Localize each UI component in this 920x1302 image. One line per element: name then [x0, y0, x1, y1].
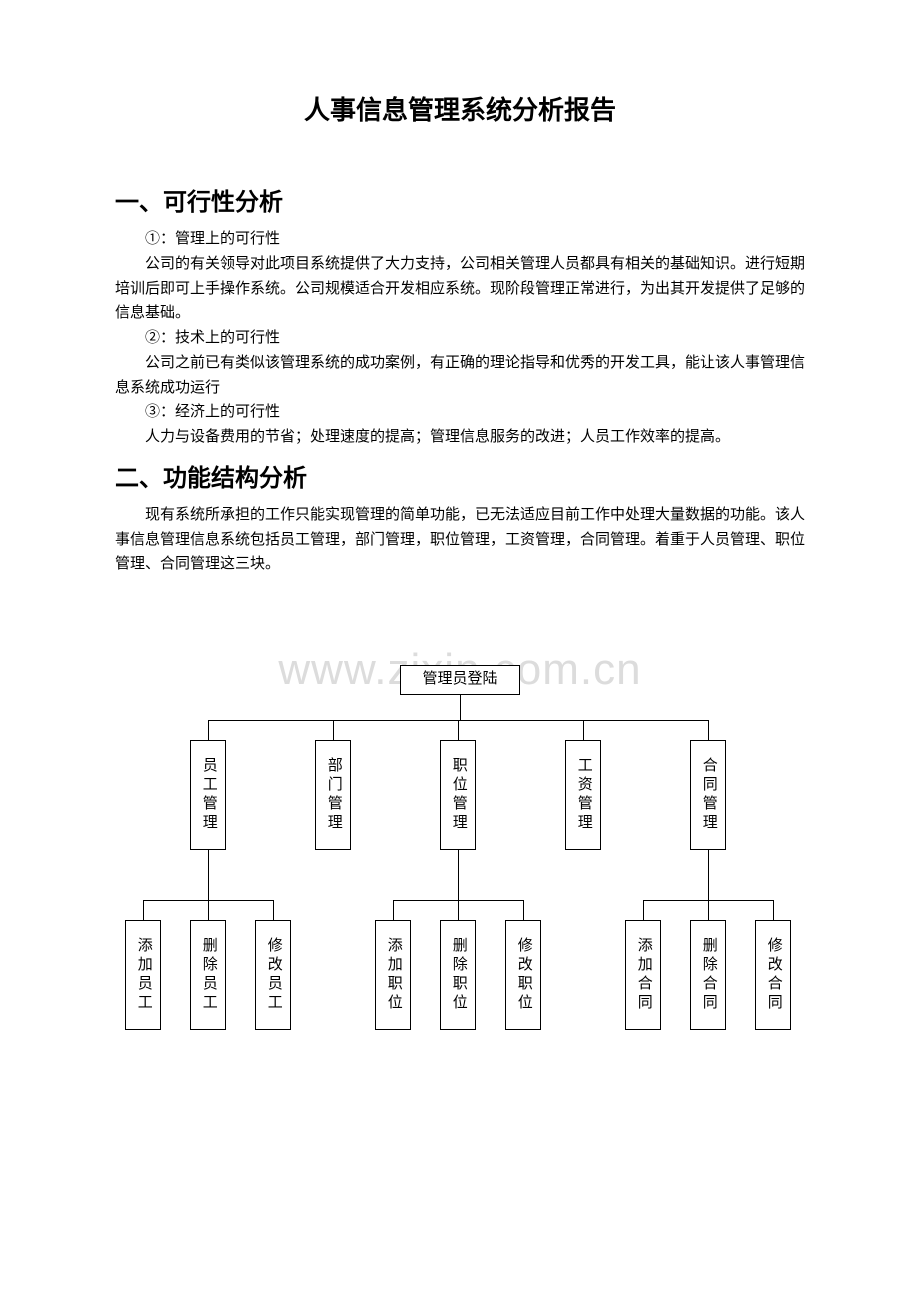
- s1-item1-title: ①：管理上的可行性: [115, 227, 805, 252]
- tree-l2-2-1: 删除职位: [440, 920, 476, 1030]
- connector: [523, 900, 524, 920]
- connector: [208, 900, 209, 920]
- tree-l1-0: 员工管理: [190, 740, 226, 850]
- org-tree-chart: 管理员登陆员工管理 部门管理 职位管理 工资管理 合同管理添加员工删除员工修改员工 添加职…: [115, 665, 805, 1085]
- tree-l1-4: 合同管理: [690, 740, 726, 850]
- connector: [773, 900, 774, 920]
- tree-l1-2: 职位管理: [440, 740, 476, 850]
- tree-l2-0-2: 修改员工: [255, 920, 291, 1030]
- connector: [333, 720, 334, 740]
- s1-item2-body: 公司之前已有类似该管理系统的成功案例，有正确的理论指导和优秀的开发工具，能让该人…: [115, 351, 805, 401]
- heading-1: 一、可行性分析: [115, 182, 805, 217]
- section-1: 一、可行性分析 ①：管理上的可行性 公司的有关领导对此项目系统提供了大力支持，公…: [115, 182, 805, 450]
- tree-l1-3: 工资管理: [565, 740, 601, 850]
- tree-l2-2-0: 添加职位: [375, 920, 411, 1030]
- tree-l2-4-0: 添加合同: [625, 920, 661, 1030]
- tree-l1-1: 部门管理: [315, 740, 351, 850]
- connector: [273, 900, 274, 920]
- s1-item1-body: 公司的有关领导对此项目系统提供了大力支持，公司相关管理人员都具有相关的基础知识。…: [115, 252, 805, 326]
- s1-item3-title: ③：经济上的可行性: [115, 400, 805, 425]
- connector: [460, 695, 461, 720]
- connector: [208, 850, 209, 900]
- section-2: 二、功能结构分析 现有系统所承担的工作只能实现管理的简单功能，已无法适应目前工作…: [115, 458, 805, 577]
- tree-l2-4-2: 修改合同: [755, 920, 791, 1030]
- connector: [708, 720, 709, 740]
- connector: [458, 850, 459, 900]
- connector: [583, 720, 584, 740]
- s1-item2-title: ②：技术上的可行性: [115, 326, 805, 351]
- tree-l2-0-1: 删除员工: [190, 920, 226, 1030]
- s2-body: 现有系统所承担的工作只能实现管理的简单功能，已无法适应目前工作中处理大量数据的功…: [115, 503, 805, 577]
- connector: [708, 900, 709, 920]
- tree-l2-0-0: 添加员工: [125, 920, 161, 1030]
- connector: [458, 720, 459, 740]
- connector: [708, 850, 709, 900]
- heading-2: 二、功能结构分析: [115, 458, 805, 493]
- connector: [393, 900, 394, 920]
- tree-l2-2-2: 修改职位: [505, 920, 541, 1030]
- s1-item3-body: 人力与设备费用的节省；处理速度的提高；管理信息服务的改进；人员工作效率的提高。: [115, 425, 805, 450]
- tree-l2-4-1: 删除合同: [690, 920, 726, 1030]
- connector: [143, 900, 144, 920]
- doc-title: 人事信息管理系统分析报告: [115, 90, 805, 127]
- connector: [208, 720, 209, 740]
- connector: [643, 900, 644, 920]
- tree-root: 管理员登陆: [400, 665, 520, 695]
- connector: [458, 900, 459, 920]
